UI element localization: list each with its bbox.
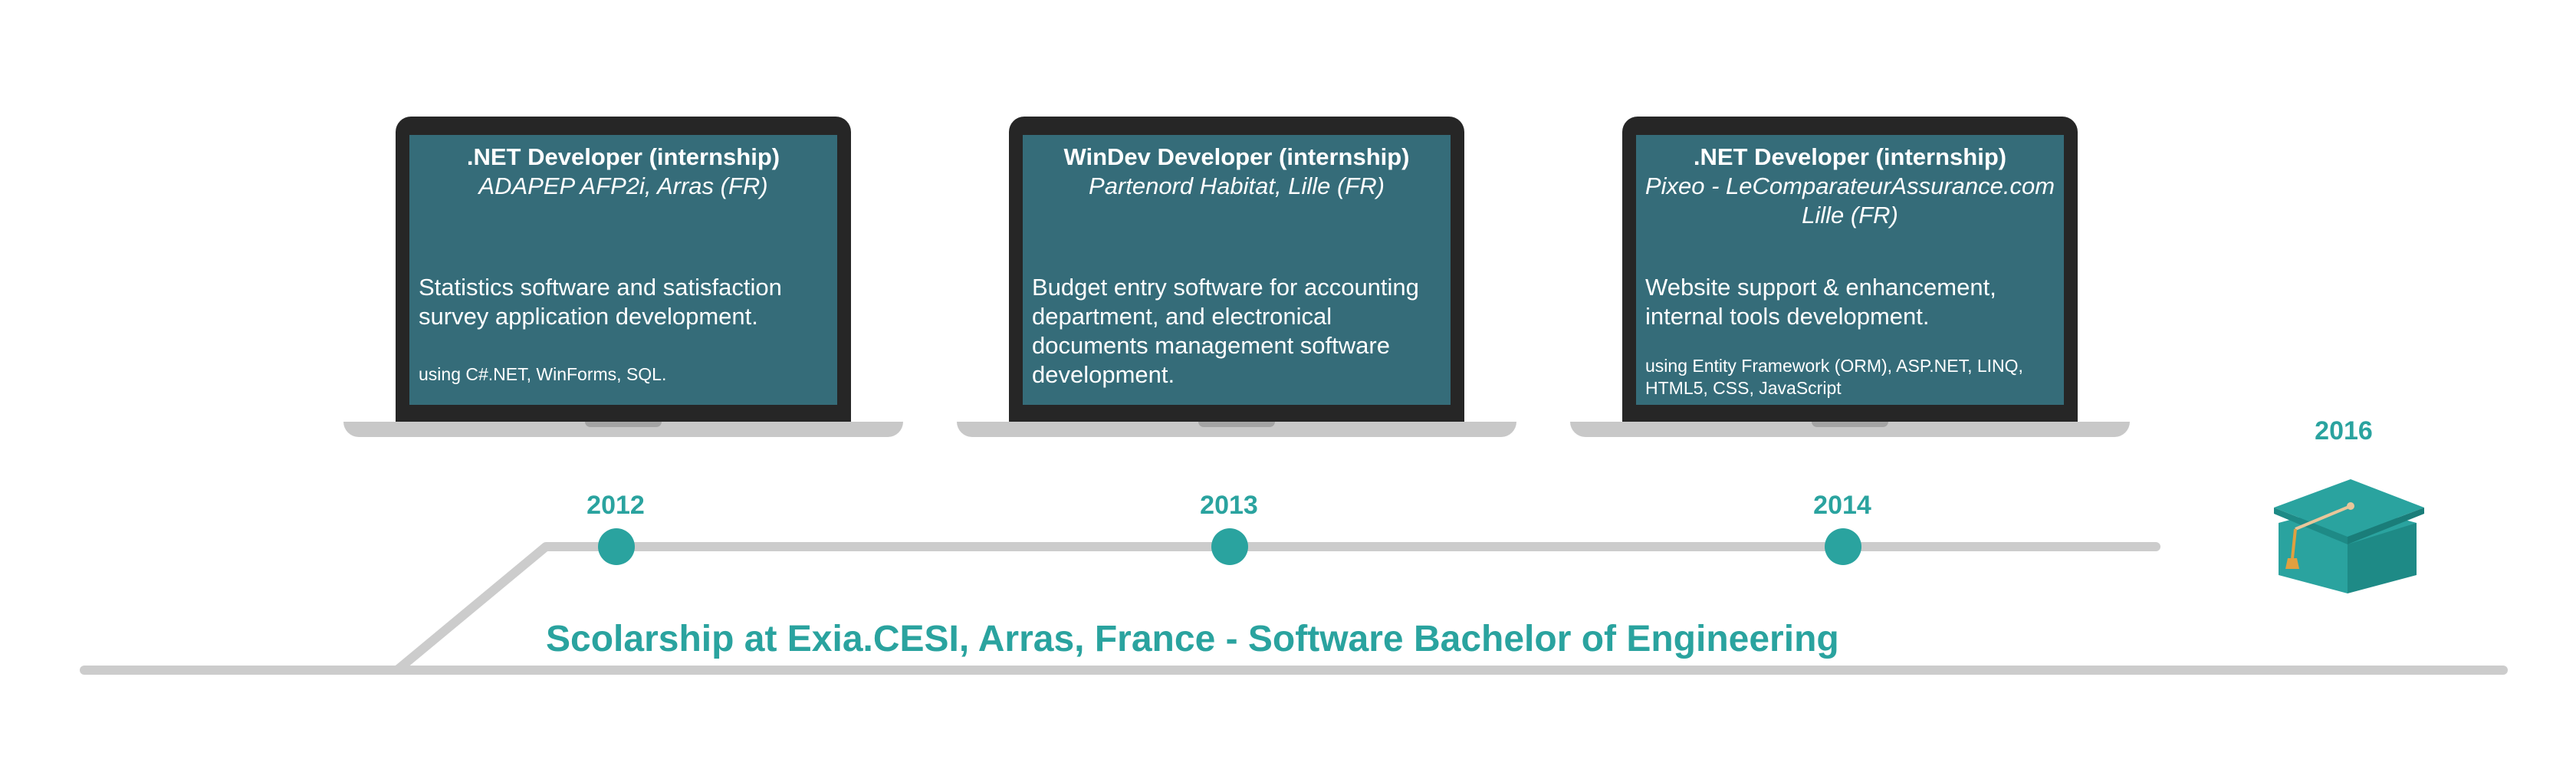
job-company: Pixeo - LeComparateurAssurance.com (1644, 173, 2055, 199)
job-company: Partenord Habitat, Lille (FR) (1089, 173, 1385, 199)
job-description: Website support & enhancement, internal … (1645, 274, 1996, 330)
graduation-cap-icon (2274, 479, 2424, 593)
laptop-card-2014: .NET Developer (internship) Pixeo - LeCo… (1570, 117, 2130, 439)
timeline-node-2013 (1211, 528, 1248, 565)
year-label-2014: 2014 (1813, 491, 1871, 520)
laptop-screen: .NET Developer (internship) ADAPEP AFP2i… (409, 135, 837, 405)
laptop-notch (585, 422, 662, 427)
laptop-screen: .NET Developer (internship) Pixeo - LeCo… (1636, 135, 2064, 405)
job-title: .NET Developer (internship) (466, 143, 780, 170)
laptop-notch (1198, 422, 1275, 427)
job-tech: using C#.NET, WinForms, SQL. (419, 364, 667, 384)
laptop-icon: .NET Developer (internship) ADAPEP AFP2i… (396, 117, 851, 422)
year-label-2013: 2013 (1200, 491, 1258, 520)
laptop-notch (1812, 422, 1888, 427)
job-title: .NET Developer (internship) (1693, 143, 2007, 170)
job-description: Statistics software and satisfaction sur… (419, 274, 782, 330)
year-label-2012: 2012 (586, 491, 645, 520)
internship-line (393, 542, 2160, 675)
laptop-base (343, 422, 903, 437)
timeline-node-2014 (1825, 528, 1861, 565)
timeline-node-2012 (598, 528, 635, 565)
job-company: ADAPEP AFP2i, Arras (FR) (478, 173, 768, 199)
laptop-screen: WinDev Developer (internship) Partenord … (1023, 135, 1451, 405)
year-label-2016: 2016 (2315, 416, 2373, 445)
job-title: WinDev Developer (internship) (1063, 143, 1410, 170)
scolarship-caption: Scolarship at Exia.CESI, Arras, France -… (546, 619, 1839, 659)
laptop-icon: .NET Developer (internship) Pixeo - LeCo… (1622, 117, 2078, 422)
laptop-card-2013: WinDev Developer (internship) Partenord … (957, 117, 1516, 439)
laptop-base (1570, 422, 2130, 437)
job-tech: using Entity Framework (ORM), ASP.NET, L… (1645, 356, 2023, 398)
job-company-location: Lille (FR) (1802, 202, 1898, 228)
job-description: Budget entry software for accounting dep… (1032, 274, 1419, 388)
laptop-card-2012: .NET Developer (internship) ADAPEP AFP2i… (343, 117, 903, 439)
laptop-base (957, 422, 1516, 437)
laptop-icon: WinDev Developer (internship) Partenord … (1009, 117, 1464, 422)
